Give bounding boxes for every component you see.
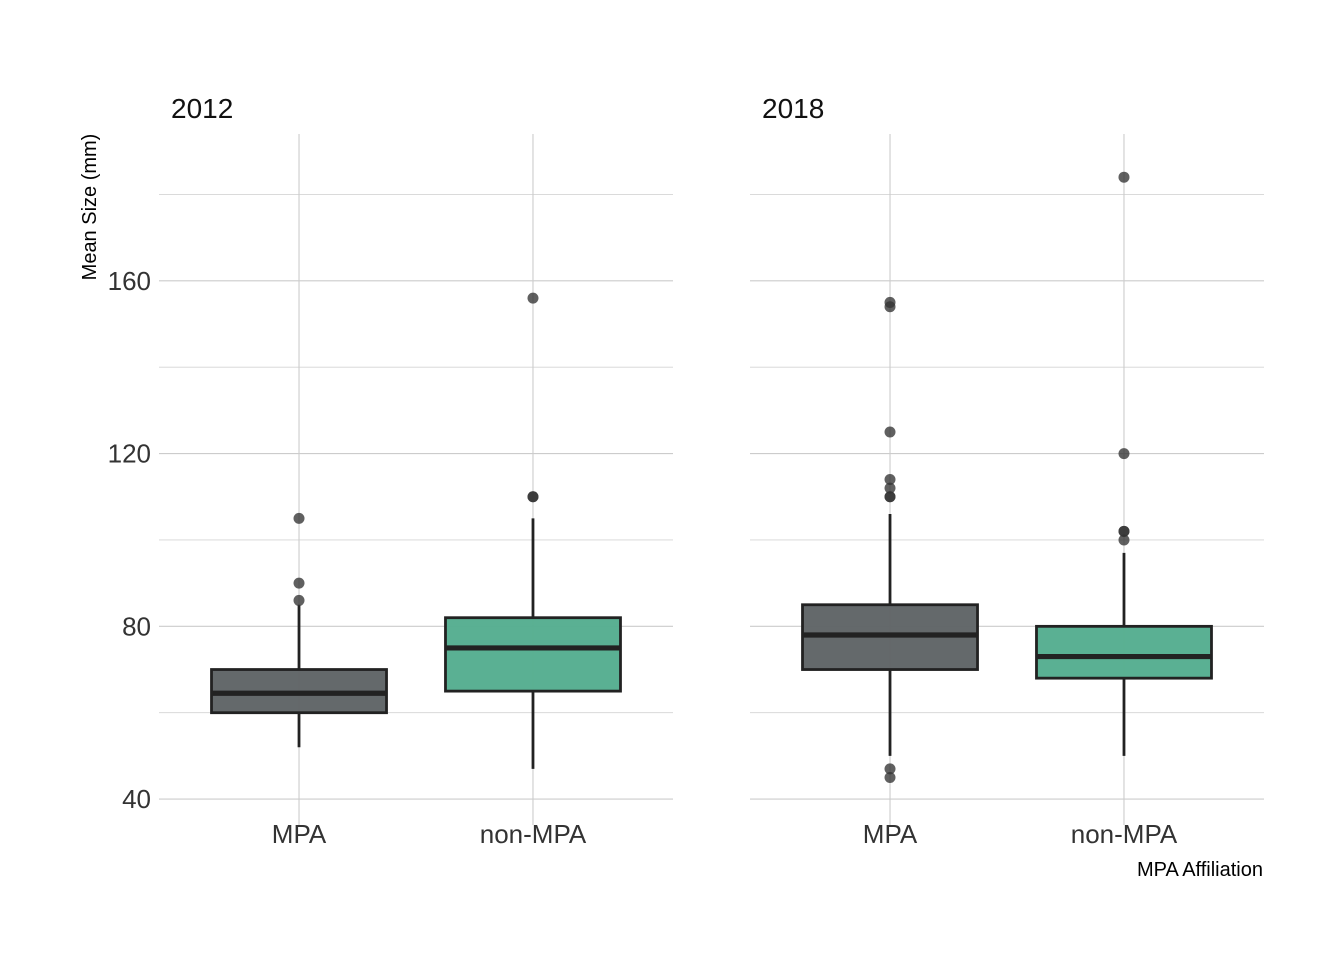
box-non-MPA — [444, 292, 622, 769]
outlier-point — [1118, 534, 1130, 546]
box-iqr — [444, 616, 622, 693]
outlier-point — [293, 577, 305, 589]
facet-panels: 2012 40 80 120 160 MPA non-MPA 2018 MPA non-MPA — [108, 93, 1264, 849]
y-tick-label: 120 — [108, 439, 151, 469]
x-tick-label: non-MPA — [1071, 819, 1178, 849]
y-tick-label: 40 — [122, 784, 151, 814]
panel-2018: 2018 MPA non-MPA — [750, 93, 1264, 849]
outlier-point — [884, 482, 896, 494]
outlier-point — [1118, 171, 1130, 183]
outlier-point — [1118, 448, 1130, 460]
outlier-point — [1118, 525, 1130, 537]
x-tick-label: MPA — [272, 819, 327, 849]
box-MPA — [210, 512, 388, 748]
outlier-point — [527, 491, 539, 503]
outlier-point — [527, 292, 539, 304]
x-tick-label: non-MPA — [480, 819, 587, 849]
outlier-point — [884, 474, 896, 485]
x-tick-label: MPA — [863, 819, 918, 849]
y-tick-label: 80 — [122, 611, 151, 641]
outlier-point — [884, 296, 896, 308]
y-tick-label: 160 — [108, 266, 151, 296]
panel-2012: 2012 40 80 120 160 MPA non-MPA — [108, 93, 673, 849]
box-MPA — [801, 296, 979, 783]
panel-title: 2018 — [762, 93, 824, 124]
x-axis-title: MPA Affiliation — [1137, 859, 1263, 881]
outlier-point — [884, 771, 896, 783]
outlier-point — [884, 491, 896, 503]
box-non-MPA — [1035, 171, 1213, 756]
outlier-point — [884, 426, 896, 438]
panel-title: 2012 — [171, 93, 233, 124]
outlier-point — [293, 512, 305, 524]
outlier-point — [293, 594, 305, 606]
outlier-point — [884, 763, 896, 775]
box-iqr — [1035, 624, 1213, 680]
y-axis-title: Mean Size (mm) — [79, 134, 101, 281]
